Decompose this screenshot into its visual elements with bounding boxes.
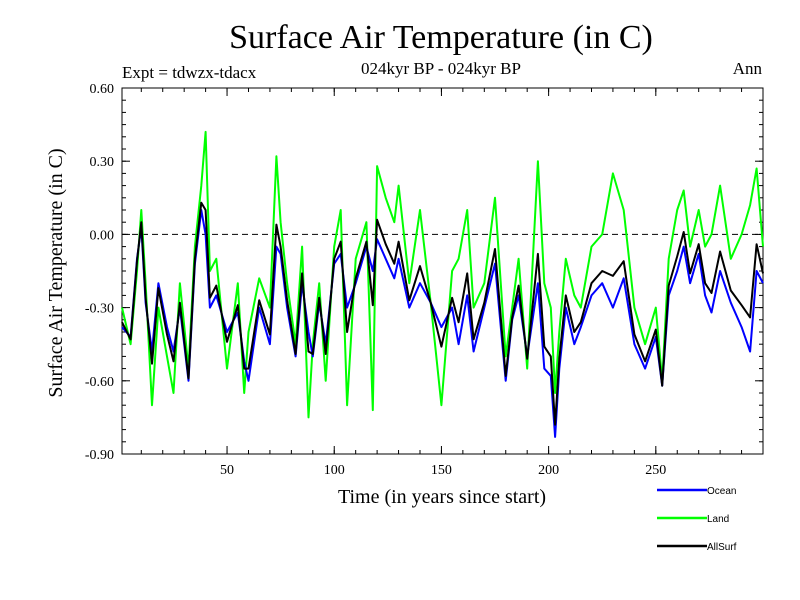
- legend: Ocean Land AllSurf: [657, 486, 737, 553]
- x-tick-label: 250: [645, 463, 666, 478]
- series-line-land: [121, 130, 764, 419]
- x-tick-label: 200: [538, 463, 559, 478]
- y-tick-label: 0.60: [90, 82, 115, 97]
- y-tick-label: 0.30: [90, 155, 115, 170]
- legend-label-ocean: Ocean: [707, 486, 736, 497]
- x-axis-label: Time (in years since start): [338, 486, 546, 508]
- x-tick-label: 100: [324, 463, 345, 478]
- y-axis-label: Surface Air Temperature (in C): [45, 148, 67, 397]
- y-tick-label: -0.30: [85, 302, 114, 317]
- y-tick-label: -0.60: [85, 375, 114, 390]
- experiment-label: Expt = tdwzx-tdacx: [122, 63, 257, 82]
- period-label: Ann: [733, 59, 763, 78]
- x-tick-label: 50: [220, 463, 234, 478]
- y-tick-label: 0.00: [90, 228, 115, 243]
- chart-subtitle: 024kyr BP - 024kyr BP: [361, 59, 521, 78]
- series-line-allsurf: [121, 201, 764, 426]
- x-tick-label: 150: [431, 463, 452, 478]
- y-tick-label: -0.90: [85, 448, 114, 463]
- legend-label-land: Land: [707, 514, 729, 525]
- plot-area: 50 100 150 200 250 -0.90 -0.60 -0.30 0.00 0.30 0.6…: [85, 82, 764, 478]
- chart-title: Surface Air Temperature (in C): [229, 19, 653, 56]
- legend-label-allsurf: AllSurf: [707, 542, 737, 553]
